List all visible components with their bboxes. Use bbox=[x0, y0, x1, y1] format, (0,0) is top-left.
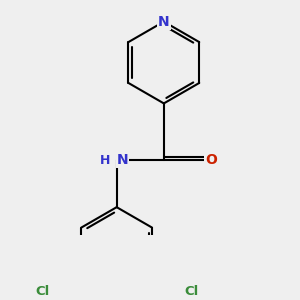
Text: Cl: Cl bbox=[184, 285, 198, 298]
Text: N: N bbox=[117, 153, 129, 167]
Text: N: N bbox=[158, 15, 169, 28]
Text: H: H bbox=[100, 154, 110, 166]
Text: Cl: Cl bbox=[35, 285, 49, 298]
Text: O: O bbox=[205, 153, 217, 167]
